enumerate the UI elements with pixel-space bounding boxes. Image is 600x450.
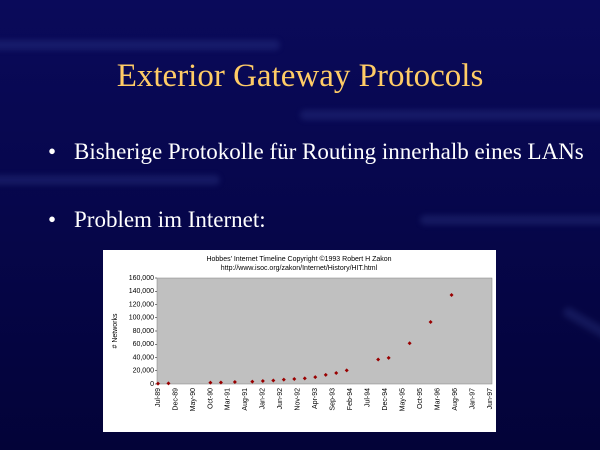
x-tick-label: Dec-89 (172, 388, 179, 411)
x-tick-label: Aug-91 (242, 388, 249, 411)
chart-subtitle: http://www.isoc.org/zakon/Internet/Histo… (221, 265, 378, 272)
data-point (208, 380, 213, 385)
data-point (376, 357, 381, 362)
x-tick-label: May-95 (399, 388, 406, 411)
y-tick-label: 20,000 (133, 368, 155, 375)
data-point (250, 379, 255, 384)
data-point (386, 355, 391, 360)
data-point (407, 341, 412, 346)
data-point (449, 292, 454, 297)
y-tick-label: 0 (150, 381, 154, 388)
x-tick-label: Jun-97 (487, 388, 494, 410)
x-tick-label: Aug-96 (452, 388, 459, 411)
x-tick-label: Jan-97 (469, 388, 476, 410)
decoration (0, 40, 280, 50)
x-tick-label: Jul-89 (155, 388, 162, 407)
y-tick-label: 120,000 (129, 301, 154, 308)
data-point (260, 379, 265, 384)
data-point (428, 319, 433, 324)
x-tick-label: Jun-92 (277, 388, 284, 410)
data-point (281, 377, 286, 382)
y-tick-label: 60,000 (133, 341, 155, 348)
y-tick-label: 40,000 (133, 354, 155, 361)
data-point (313, 375, 318, 380)
chart: Hobbes' Internet Timeline Copyright ©199… (103, 250, 496, 432)
data-point (232, 379, 237, 384)
data-point (156, 381, 160, 386)
bullet: Bisherige Protokolle für Routing innerha… (48, 138, 594, 166)
x-tick-label: Apr-93 (312, 388, 319, 409)
x-tick-label: Nov-92 (295, 388, 302, 411)
decoration (561, 305, 600, 345)
data-point (166, 381, 171, 386)
y-tick-label: 80,000 (133, 328, 155, 335)
x-tick-label: Oct-95 (417, 388, 424, 409)
x-tick-label: May-90 (190, 388, 197, 411)
data-point (218, 380, 223, 385)
y-tick-label: 160,000 (129, 275, 154, 282)
data-point (344, 368, 349, 373)
decoration (300, 110, 600, 120)
data-point (302, 376, 307, 381)
chart-title: Hobbes' Internet Timeline Copyright ©199… (206, 255, 391, 263)
slide-title: Exterior Gateway Protocols (116, 58, 484, 94)
x-tick-label: Mar-96 (434, 388, 441, 410)
data-point (323, 372, 328, 377)
x-tick-label: Oct-90 (207, 388, 214, 409)
data-point (292, 377, 297, 382)
x-tick-label: Sep-93 (330, 388, 337, 411)
data-point (271, 378, 276, 383)
data-point (334, 371, 339, 376)
bullet: Problem im Internet: (48, 206, 594, 234)
y-tick-label: 140,000 (129, 288, 154, 295)
x-tick-label: Feb-94 (347, 388, 354, 410)
decoration (0, 175, 220, 185)
x-tick-label: Mar-91 (225, 388, 232, 410)
plot-area (156, 277, 493, 385)
y-axis-label: # Networks (112, 313, 119, 349)
x-tick-label: Jul-94 (365, 388, 372, 407)
x-tick-label: Dec-94 (382, 388, 389, 411)
x-tick-label: Jan-92 (260, 388, 267, 410)
y-tick-label: 100,000 (129, 315, 154, 322)
